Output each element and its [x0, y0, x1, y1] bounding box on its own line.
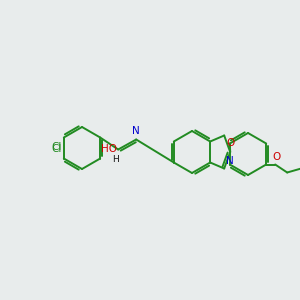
Text: O: O — [272, 152, 280, 161]
Text: Cl: Cl — [51, 145, 62, 154]
Text: H: H — [112, 154, 119, 164]
Text: N: N — [226, 155, 234, 166]
Text: HO: HO — [101, 143, 117, 154]
Text: Cl: Cl — [51, 142, 62, 152]
Text: N: N — [132, 127, 140, 136]
Text: O: O — [226, 139, 234, 148]
